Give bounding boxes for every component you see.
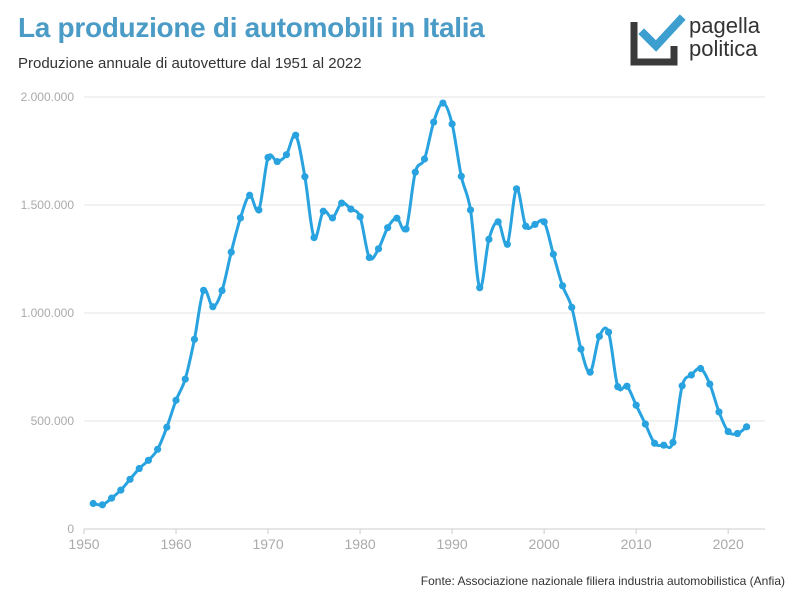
x-tick-label: 1980 [345, 536, 376, 552]
data-point-1966[interactable] [227, 248, 235, 256]
data-point-1957[interactable] [144, 456, 153, 464]
data-point-1982[interactable] [374, 245, 383, 253]
data-point-1985[interactable] [402, 225, 410, 233]
data-point-1989[interactable] [439, 99, 447, 107]
data-point-1956[interactable] [135, 464, 143, 473]
data-point-2021[interactable] [733, 429, 741, 438]
data-point-1971[interactable] [273, 157, 281, 166]
data-point-1981[interactable] [365, 253, 373, 262]
data-point-1978[interactable] [338, 199, 346, 207]
data-point-2010[interactable] [632, 401, 640, 409]
y-tick-label: 1.500.000 [21, 198, 75, 212]
data-point-1992[interactable] [466, 206, 475, 214]
data-point-1995[interactable] [494, 218, 502, 226]
chart-gridlines [84, 96, 765, 530]
data-point-2001[interactable] [549, 250, 557, 258]
data-point-1970[interactable] [264, 153, 272, 162]
data-point-2005[interactable] [586, 368, 594, 376]
data-point-2018[interactable] [706, 380, 714, 388]
data-point-2012[interactable] [650, 439, 659, 447]
data-point-1994[interactable] [485, 235, 493, 243]
data-point-1962[interactable] [190, 335, 199, 343]
data-point-2011[interactable] [641, 420, 649, 428]
data-point-2020[interactable] [724, 427, 732, 436]
data-point-1975[interactable] [310, 234, 318, 242]
data-point-1991[interactable] [457, 172, 465, 180]
data-point-1974[interactable] [301, 173, 309, 181]
data-point-2000[interactable] [540, 218, 548, 226]
data-point-1997[interactable] [512, 185, 521, 193]
data-point-1965[interactable] [218, 286, 226, 295]
data-point-1990[interactable] [448, 120, 456, 128]
data-point-2015[interactable] [678, 382, 686, 390]
data-point-2009[interactable] [623, 382, 631, 390]
data-point-2003[interactable] [568, 303, 576, 311]
data-point-1958[interactable] [154, 445, 162, 453]
pagella-politica-logo[interactable]: pagella politica [630, 12, 790, 68]
data-point-1984[interactable] [393, 214, 401, 222]
x-tick-label: 1960 [160, 536, 191, 552]
data-point-2004[interactable] [577, 345, 585, 353]
data-point-1977[interactable] [328, 214, 337, 222]
y-tick-label: 1.000.000 [21, 306, 75, 320]
data-point-2013[interactable] [660, 441, 668, 449]
data-point-1996[interactable] [503, 240, 511, 248]
data-point-2007[interactable] [604, 328, 613, 336]
production-points [89, 99, 751, 509]
chart-title: La produzione di automobili in Italia [18, 12, 485, 43]
chart-subtitle: Produzione annuale di autovetture dal 19… [18, 55, 362, 72]
data-point-1999[interactable] [531, 220, 539, 229]
y-axis-ticks: 0 500.000 1.000.000 1.500.000 2.000.000 [21, 90, 75, 536]
data-point-1969[interactable] [255, 206, 263, 214]
checkbox-check-icon [630, 14, 686, 66]
data-point-1959[interactable] [163, 423, 171, 431]
data-point-1988[interactable] [430, 118, 438, 126]
data-point-1968[interactable] [246, 191, 254, 199]
data-point-2016[interactable] [687, 371, 695, 379]
data-point-2014[interactable] [669, 438, 677, 446]
data-point-1954[interactable] [117, 486, 125, 494]
data-point-1963[interactable] [200, 286, 208, 294]
production-line [91, 101, 749, 507]
x-tick-label: 2010 [621, 536, 652, 552]
data-point-1983[interactable] [384, 224, 392, 232]
data-point-1972[interactable] [282, 151, 291, 159]
data-point-1955[interactable] [126, 475, 134, 483]
data-point-1967[interactable] [236, 214, 245, 222]
data-point-2002[interactable] [558, 282, 567, 290]
data-point-1987[interactable] [420, 155, 429, 163]
logo-word-pagella: pagella [689, 13, 760, 38]
data-point-1960[interactable] [172, 396, 180, 404]
x-tick-label: 1950 [68, 536, 99, 552]
data-point-1979[interactable] [347, 205, 355, 213]
logo-word-politica: politica [689, 36, 758, 61]
data-point-1964[interactable] [209, 303, 217, 311]
y-tick-label: 2.000.000 [21, 90, 75, 104]
data-point-1993[interactable] [476, 284, 484, 292]
y-tick-label: 0 [67, 522, 74, 536]
data-point-2017[interactable] [696, 364, 705, 373]
line-chart: 0 500.000 1.000.000 1.500.000 2.000.000 1950… [21, 90, 765, 552]
data-point-2022[interactable] [742, 423, 751, 431]
data-point-2006[interactable] [595, 332, 603, 340]
data-point-2019[interactable] [715, 408, 723, 416]
x-axis-ticks: 1950 1960 1970 1980 1990 2000 2010 2020 [68, 529, 744, 552]
x-tick-label: 1970 [252, 536, 283, 552]
data-point-1986[interactable] [411, 168, 419, 176]
x-tick-label: 1990 [437, 536, 468, 552]
data-point-1961[interactable] [181, 375, 189, 383]
data-point-1998[interactable] [522, 222, 530, 230]
data-point-2008[interactable] [614, 383, 622, 391]
data-point-1952[interactable] [98, 501, 107, 509]
source-note: Fonte: Associazione nazionale filiera in… [420, 574, 785, 588]
x-tick-label: 2020 [713, 536, 744, 552]
data-point-1951[interactable] [89, 499, 97, 508]
data-point-1980[interactable] [356, 213, 364, 221]
data-point-1973[interactable] [292, 131, 300, 139]
data-point-1976[interactable] [319, 207, 327, 215]
data-point-1953[interactable] [108, 494, 116, 502]
y-tick-label: 500.000 [31, 414, 75, 428]
x-tick-label: 2000 [529, 536, 560, 552]
